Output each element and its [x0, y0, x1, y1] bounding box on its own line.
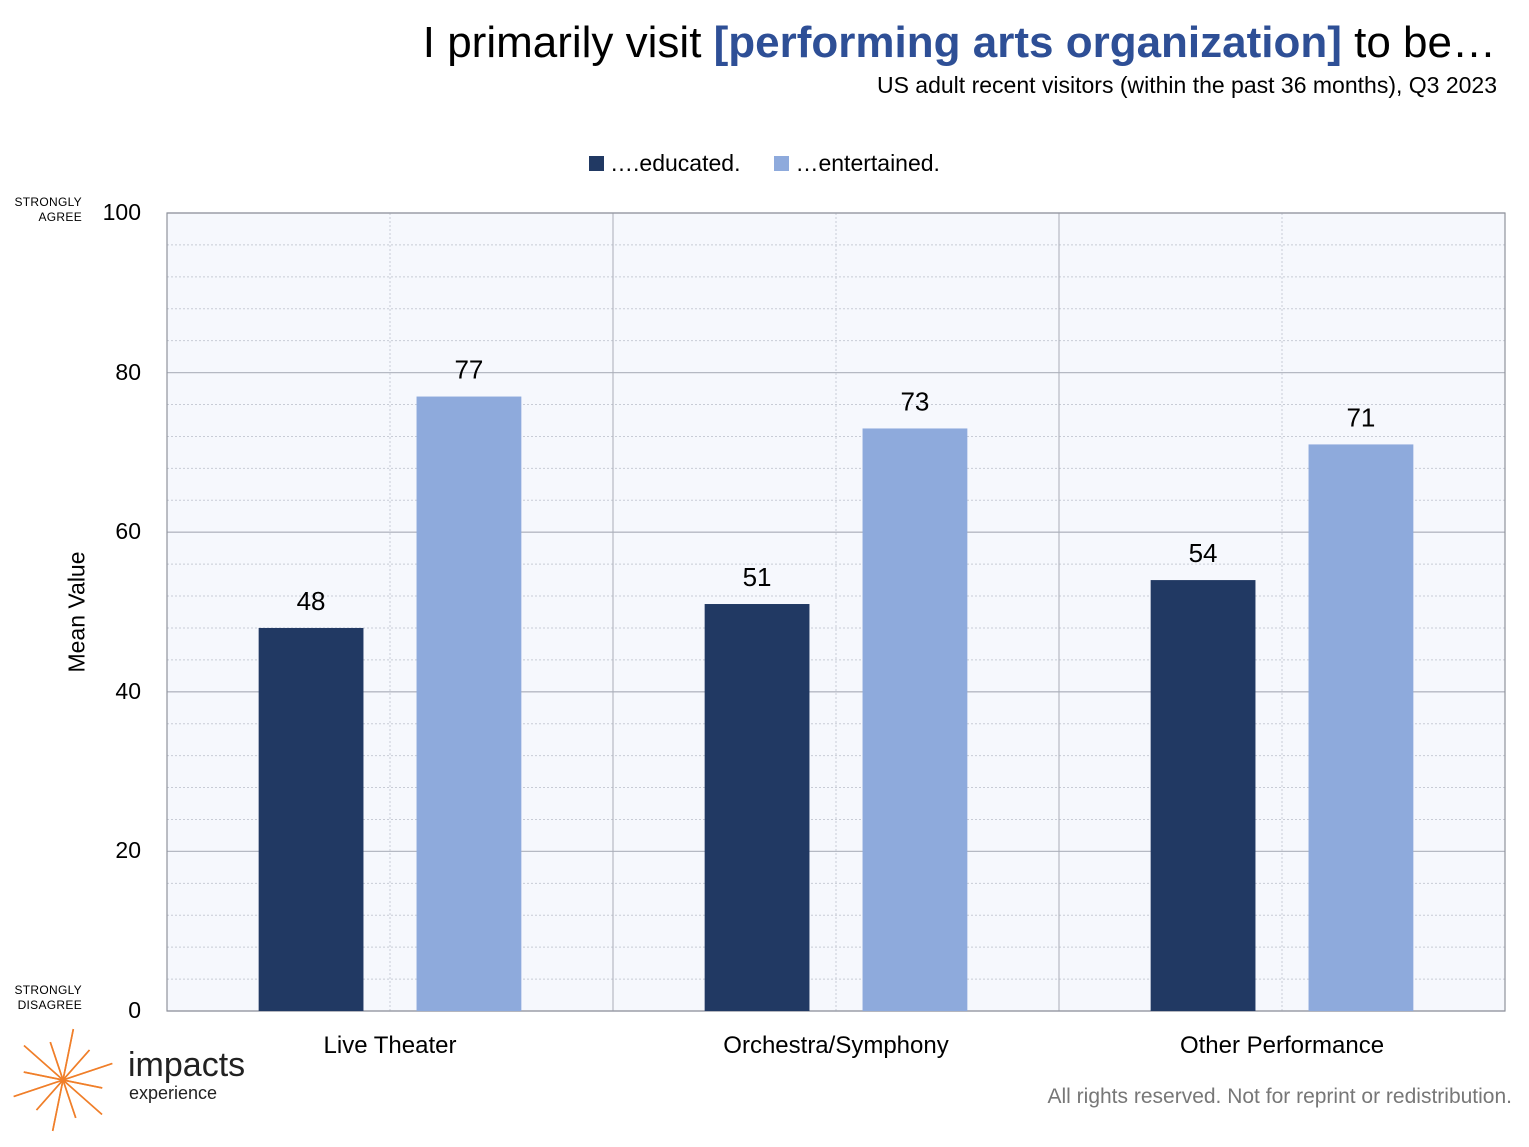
x-tick-label: Live Theater — [323, 1032, 457, 1059]
y-tick-label: 20 — [115, 837, 141, 864]
bar-educated — [704, 604, 810, 1011]
legend-item-educated: ….educated. — [589, 150, 740, 177]
legend-label-educated: ….educated. — [610, 150, 741, 176]
data-label: 73 — [900, 386, 929, 416]
y-tick-label: 60 — [115, 518, 141, 545]
legend-item-entertained: …entertained. — [774, 150, 940, 177]
anchor-top-label: STRONGLY AGREE — [14, 195, 82, 224]
data-label: 51 — [743, 562, 772, 592]
x-tick-label: Orchestra/Symphony — [723, 1032, 949, 1059]
chart-subtitle: US adult recent visitors (within the pas… — [876, 72, 1497, 98]
brand-name: impacts — [128, 1046, 246, 1084]
copyright-notice: All rights reserved. Not for reprint or … — [1047, 1085, 1512, 1108]
title-prefix: I primarily visit — [422, 18, 714, 67]
legend: ….educated. …entertained. — [0, 150, 1529, 177]
bar-entertained — [862, 428, 968, 1012]
data-label: 54 — [1189, 538, 1218, 568]
y-tick-label: 0 — [128, 997, 141, 1023]
data-label: 71 — [1346, 402, 1375, 432]
starburst-icon — [13, 1028, 113, 1132]
legend-swatch-entertained — [774, 156, 790, 171]
bar-entertained — [1308, 444, 1414, 1011]
grid — [166, 212, 1506, 1012]
chart-title: I primarily visit [performing arts organ… — [423, 18, 1496, 68]
title-highlight: [performing arts organization] — [713, 18, 1342, 67]
plot-border — [166, 212, 1506, 1012]
data-labels: 48 51 54 77 73 71 — [297, 355, 1376, 616]
y-tick-label: 40 — [115, 677, 141, 704]
x-tick-label: Other Performance — [1179, 1032, 1385, 1059]
y-tick-label: 80 — [115, 358, 141, 385]
bars — [258, 396, 1414, 1012]
title-suffix: to be… — [1341, 18, 1496, 67]
brand-sub: experience — [129, 1083, 218, 1103]
data-label: 48 — [297, 586, 326, 616]
legend-label-entertained: …entertained. — [795, 150, 940, 176]
data-label: 77 — [454, 355, 483, 385]
legend-swatch-educated — [589, 156, 605, 171]
plot-background — [167, 213, 1505, 1011]
bar-educated — [1150, 580, 1256, 1011]
y-axis-label: Mean Value — [63, 551, 90, 673]
bar-educated — [258, 627, 364, 1011]
anchor-bottom-label: STRONGLY DISAGREE — [14, 983, 82, 1012]
bar-entertained — [416, 396, 522, 1011]
y-tick-label: 100 — [102, 199, 141, 225]
